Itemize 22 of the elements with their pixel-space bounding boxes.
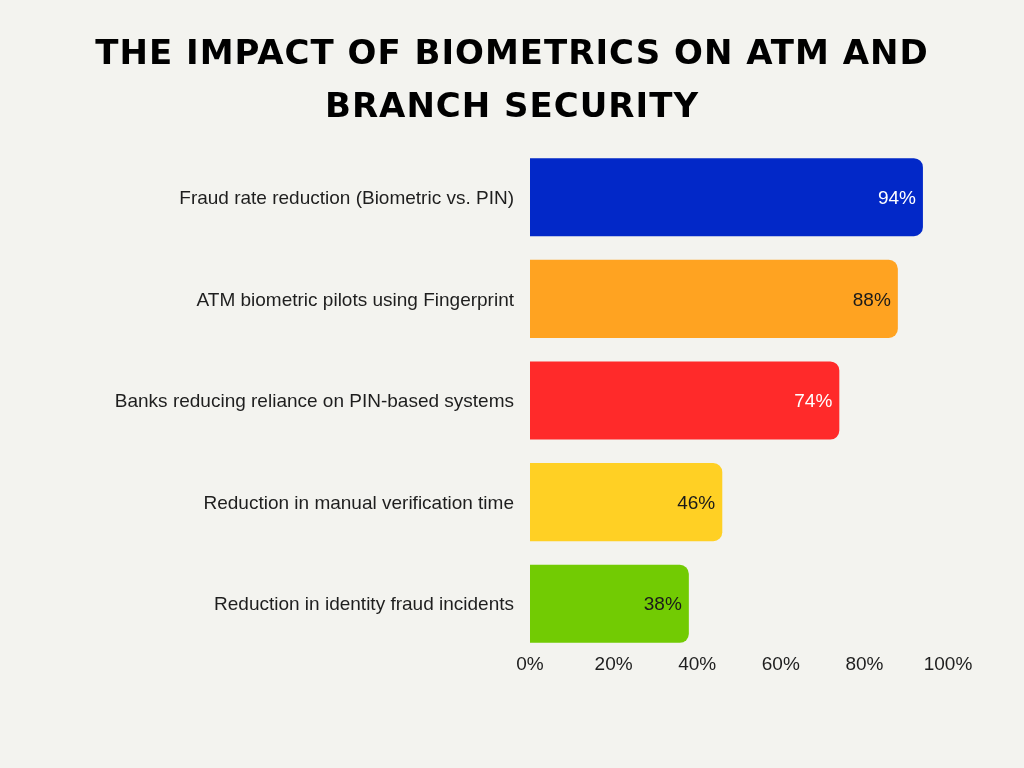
- x-tick-label: 20%: [594, 652, 633, 674]
- bar: [530, 564, 689, 643]
- bar: [530, 361, 840, 440]
- data-label: 46%: [677, 491, 716, 513]
- x-tick-label: 100%: [923, 652, 973, 674]
- y-tick-label: Reduction in identity fraud incidents: [214, 593, 514, 615]
- y-tick-label: Banks reducing reliance on PIN-based systems: [114, 390, 514, 412]
- data-label: 38%: [643, 593, 682, 615]
- bar: [530, 158, 923, 237]
- data-label: 74%: [794, 390, 833, 412]
- data-label: 88%: [852, 288, 891, 310]
- y-tick-label: ATM biometric pilots using Fingerprint: [196, 288, 515, 310]
- y-tick-label: Fraud rate reduction (Biometric vs. PIN): [179, 186, 514, 208]
- x-tick-label: 60%: [761, 652, 800, 674]
- bar: [530, 259, 898, 338]
- x-tick-label: 40%: [678, 652, 717, 674]
- y-tick-label: Reduction in manual verification time: [203, 491, 514, 513]
- chart-title: THE IMPACT OF BIOMETRICS ON ATM AND BRANCH SECURITY: [95, 32, 929, 125]
- data-label: 94%: [877, 186, 917, 208]
- x-tick-label: 0%: [516, 652, 544, 674]
- bar: [530, 463, 723, 542]
- x-tick-label: 80%: [845, 652, 884, 674]
